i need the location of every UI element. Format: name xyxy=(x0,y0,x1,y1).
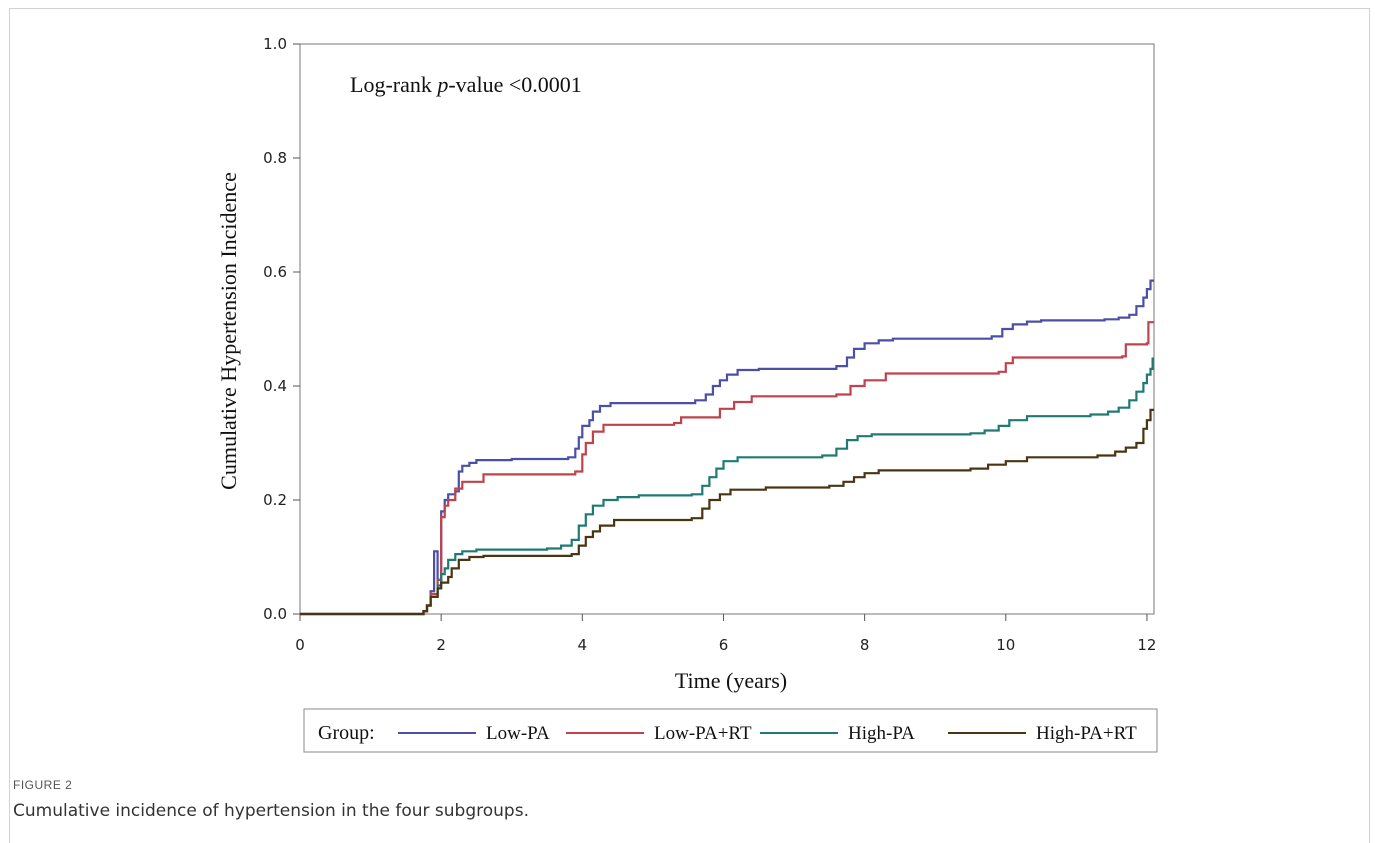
series-line-low-pa-plus-rt xyxy=(300,321,1154,616)
x-tick-label: 2 xyxy=(436,636,446,654)
x-tick-label: 10 xyxy=(996,636,1015,654)
axes-layer: 0 2 4 6 8 10 12 0.0 0.2 0.4 0.6 0.8 1.0 xyxy=(263,35,1156,654)
y-tick-label: 0.4 xyxy=(263,377,287,395)
x-tick-label: 8 xyxy=(860,636,870,654)
y-tick-label: 0.0 xyxy=(263,605,287,623)
legend-box xyxy=(303,708,1158,753)
legend: Group: Low-PA Low-PA+RT High-PA High-PA+RT xyxy=(303,708,1158,753)
legend-label-low-pa-plus-rt: Low-PA+RT xyxy=(654,723,752,744)
series-line-high-pa-plus-rt xyxy=(300,408,1154,616)
annotation-prefix: Log-rank xyxy=(350,72,437,97)
y-axis-label: Cumulative Hypertension Incidence xyxy=(216,172,241,490)
x-axis-label: Time (years) xyxy=(675,668,787,693)
series-line-low-pa xyxy=(300,279,1154,616)
x-tick-label: 4 xyxy=(578,636,588,654)
annotation-italic-p: p xyxy=(435,72,448,97)
y-tick-label: 0.2 xyxy=(263,491,287,509)
legend-label-high-pa: High-PA xyxy=(848,723,915,744)
series-layer xyxy=(300,279,1154,616)
legend-label-low-pa: Low-PA xyxy=(486,723,550,744)
y-tick-label: 1.0 xyxy=(263,35,287,53)
figure-caption: Cumulative incidence of hypertension in … xyxy=(13,801,529,821)
legend-title: Group: xyxy=(318,722,375,744)
y-tick-label: 0.6 xyxy=(263,263,287,281)
series-line-high-pa xyxy=(300,357,1154,616)
x-tick-label: 12 xyxy=(1137,636,1156,654)
x-tick-label: 6 xyxy=(719,636,729,654)
annotation-suffix: -value <0.0001 xyxy=(448,72,581,97)
plot-frame xyxy=(299,43,1155,615)
figure-label: FIGURE 2 xyxy=(13,778,73,792)
page-frame xyxy=(9,8,1370,843)
legend-label-high-pa-plus-rt: High-PA+RT xyxy=(1036,723,1137,744)
chart: 0 2 4 6 8 10 12 0.0 0.2 0.4 0.6 0.8 1.0 Log-rank p-v… xyxy=(216,35,1158,753)
log-rank-annotation: Log-rank p-value <0.0001 xyxy=(350,72,582,97)
legend-items: Low-PA Low-PA+RT High-PA High-PA+RT xyxy=(398,723,1137,744)
x-tick-label: 0 xyxy=(295,636,305,654)
y-tick-label: 0.8 xyxy=(263,149,287,167)
